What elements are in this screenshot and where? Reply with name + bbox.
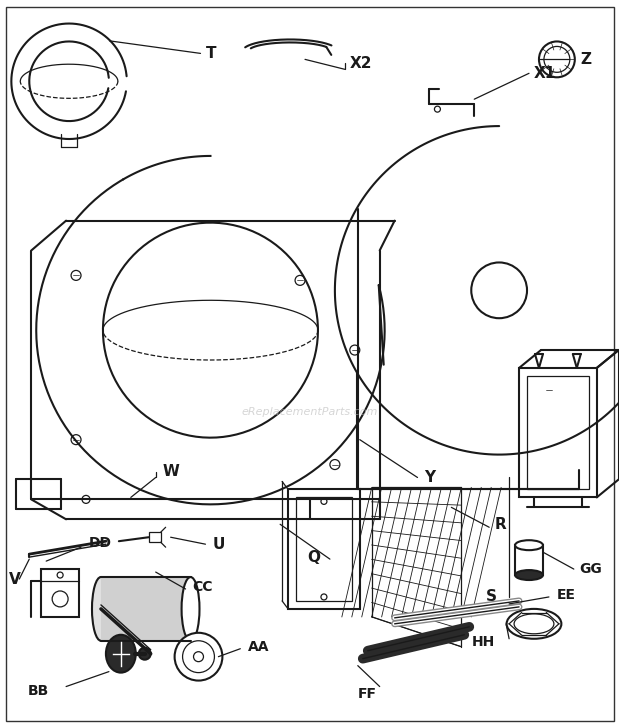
- Bar: [515, 545, 543, 575]
- Text: X1: X1: [534, 66, 556, 81]
- Text: W: W: [162, 464, 180, 479]
- Bar: [519, 368, 596, 497]
- Text: eReplacementParts.com: eReplacementParts.com: [242, 407, 378, 417]
- Circle shape: [52, 591, 68, 607]
- Circle shape: [539, 41, 575, 77]
- Text: GG: GG: [579, 562, 601, 576]
- Text: FF: FF: [358, 687, 377, 700]
- Text: Z: Z: [581, 52, 591, 67]
- Ellipse shape: [515, 540, 543, 550]
- Text: Y: Y: [425, 470, 436, 485]
- Text: DD: DD: [89, 537, 112, 550]
- Text: R: R: [494, 517, 506, 531]
- Text: EE: EE: [557, 588, 576, 602]
- Bar: [288, 489, 360, 609]
- Ellipse shape: [92, 577, 110, 641]
- Ellipse shape: [106, 635, 136, 673]
- Text: AA: AA: [248, 640, 270, 654]
- Bar: [149, 532, 161, 542]
- Text: S: S: [486, 590, 497, 604]
- Text: X2: X2: [350, 56, 373, 71]
- Ellipse shape: [515, 570, 543, 580]
- Text: BB: BB: [28, 684, 49, 697]
- Bar: [527, 376, 589, 489]
- Text: T: T: [205, 46, 216, 61]
- Ellipse shape: [182, 577, 200, 641]
- Ellipse shape: [507, 609, 561, 638]
- Text: CC: CC: [193, 580, 213, 594]
- Bar: [296, 497, 352, 601]
- Circle shape: [175, 633, 223, 681]
- Circle shape: [193, 652, 203, 662]
- Text: U: U: [213, 537, 225, 552]
- Circle shape: [139, 648, 151, 660]
- Ellipse shape: [514, 614, 554, 634]
- Text: HH: HH: [472, 635, 495, 649]
- Bar: [41, 569, 79, 617]
- Bar: [101, 577, 190, 641]
- Text: V: V: [9, 571, 21, 587]
- Text: Q: Q: [307, 550, 320, 565]
